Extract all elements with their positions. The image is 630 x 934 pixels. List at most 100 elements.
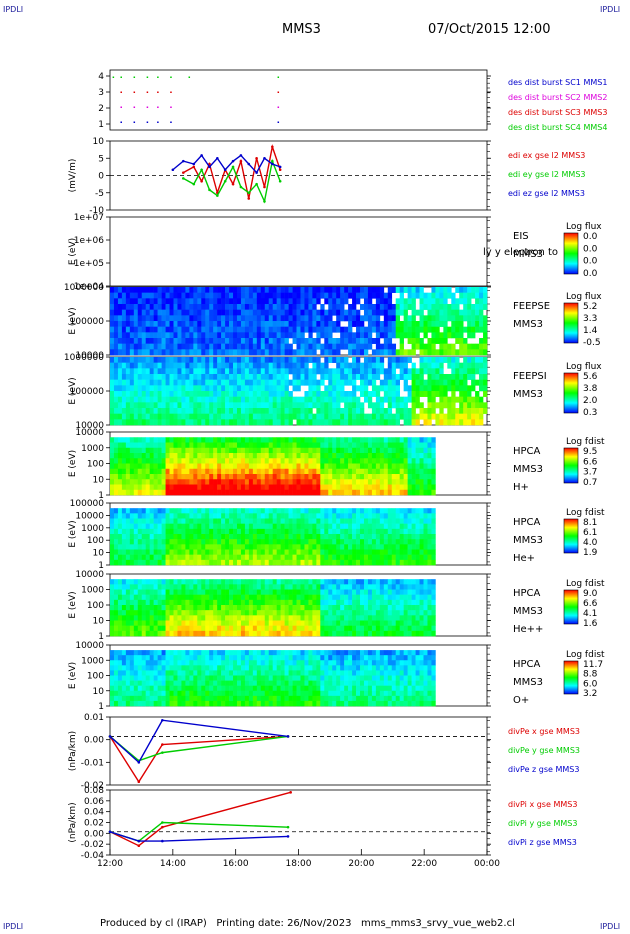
spectrogram-cell	[403, 474, 408, 480]
spectrogram-cell	[197, 610, 202, 616]
spectrogram-cell	[328, 474, 333, 480]
spectrogram-cell	[451, 292, 456, 299]
spectrogram-cell	[209, 508, 214, 514]
spectrogram-cell	[181, 549, 186, 555]
spectrogram-cell	[459, 391, 464, 397]
spectrogram-cell	[217, 544, 222, 550]
spectrogram-cell	[117, 513, 123, 519]
spectrogram-cell	[475, 419, 480, 426]
series-point	[200, 179, 203, 183]
spectrogram-cell	[129, 539, 135, 545]
spectrogram-cell	[363, 368, 369, 375]
spectrogram-cell	[110, 309, 115, 316]
spectrogram-cell	[419, 463, 424, 470]
spectrogram-cell	[375, 474, 381, 480]
spectrogram-cell	[463, 374, 468, 380]
spectrogram-cell	[193, 332, 198, 339]
spectrogram-cell	[157, 368, 162, 375]
spectrogram-cell	[240, 605, 246, 611]
spectrogram-cell	[189, 315, 194, 322]
spectrogram-cell	[479, 292, 484, 299]
spectrogram-cell	[399, 523, 404, 530]
spectrogram-cell	[113, 579, 119, 585]
spectrogram-cell	[240, 332, 246, 339]
spectrogram-cell	[367, 620, 373, 626]
spectrogram-cell	[205, 484, 210, 491]
spectrogram-cell	[360, 584, 365, 590]
spectrogram-cell	[141, 474, 147, 480]
spectrogram-cell	[121, 304, 127, 310]
spectrogram-cell	[423, 463, 428, 470]
spectrogram-cell	[121, 374, 127, 380]
spectrogram-cell	[149, 298, 154, 305]
spectrogram-cell	[145, 419, 150, 426]
y-tick-label: 5	[98, 154, 104, 164]
spectrogram-cell	[367, 326, 373, 333]
spectrogram-cell	[201, 615, 206, 621]
spectrogram-cell	[213, 343, 218, 350]
spectrogram-cell	[407, 489, 412, 496]
spectrogram-cell	[280, 610, 285, 616]
spectrogram-cell	[129, 357, 135, 363]
spectrogram-cell	[427, 479, 432, 485]
spectrogram-cell	[121, 589, 127, 595]
spectrogram-cell	[348, 442, 353, 449]
spectrogram-cell	[133, 391, 139, 397]
spectrogram-cell	[256, 338, 262, 344]
spectrogram-cell	[248, 332, 254, 339]
spectrogram-cell	[149, 468, 154, 475]
spectrogram-cell	[110, 539, 115, 545]
spectrogram-cell	[431, 463, 436, 470]
spectrogram-cell	[467, 332, 472, 339]
spectrogram-cell	[336, 489, 341, 496]
burst-mark	[146, 121, 149, 123]
spectrogram-cell	[110, 304, 115, 310]
spectrogram-cell	[407, 513, 412, 519]
spectrogram-cell	[225, 554, 230, 561]
spectrogram-cell	[181, 534, 186, 540]
spectrogram-cell	[205, 374, 210, 380]
spectrogram-cell	[304, 589, 309, 595]
spectrogram-cell	[161, 379, 166, 386]
spectrogram-cell	[324, 447, 329, 454]
spectrogram-cell	[352, 379, 357, 386]
spectrogram-cell	[292, 298, 297, 305]
spectrogram-cell	[356, 513, 361, 519]
spectrogram-cell	[411, 408, 416, 414]
spectrogram-cell	[431, 489, 436, 496]
spectrogram-cell	[209, 549, 214, 555]
spectrogram-cell	[427, 437, 432, 443]
spectrogram-cell	[181, 437, 186, 443]
spectrogram-cell	[121, 584, 127, 590]
spectrogram-cell	[213, 321, 218, 327]
spectrogram-cell	[284, 349, 289, 356]
spectrogram-cell	[308, 484, 313, 491]
spectrogram-cell	[193, 321, 198, 327]
spectrogram-cell	[141, 620, 147, 626]
spectrogram-cell	[391, 549, 397, 555]
spectrogram-cell	[113, 402, 119, 409]
spectrogram-cell	[201, 528, 206, 535]
spectrogram-cell	[284, 368, 289, 375]
spectrogram-cell	[367, 513, 373, 519]
spectrogram-cell	[137, 321, 143, 327]
spectrogram-cell	[133, 584, 139, 590]
spectrogram-cell	[312, 402, 317, 409]
spectrogram-cell	[443, 292, 448, 299]
spectrogram-cell	[236, 625, 242, 632]
spectrogram-cell	[284, 554, 289, 561]
series-point	[247, 197, 251, 200]
spectrogram-cell	[252, 447, 258, 454]
spectrogram-cell	[113, 468, 119, 475]
spectrogram-cell	[415, 549, 420, 555]
spectrogram-cell	[292, 357, 297, 363]
spectrogram-cell	[201, 589, 206, 595]
spectrogram-cell	[340, 528, 345, 535]
spectrogram-cell	[395, 408, 400, 414]
spectrogram-cell	[292, 539, 297, 545]
spectrogram-cell	[336, 321, 341, 327]
spectrogram-cell	[367, 544, 373, 550]
spectrogram-cell	[336, 599, 341, 606]
spectrogram-cell	[252, 458, 258, 464]
spectrogram-cell	[348, 304, 353, 310]
